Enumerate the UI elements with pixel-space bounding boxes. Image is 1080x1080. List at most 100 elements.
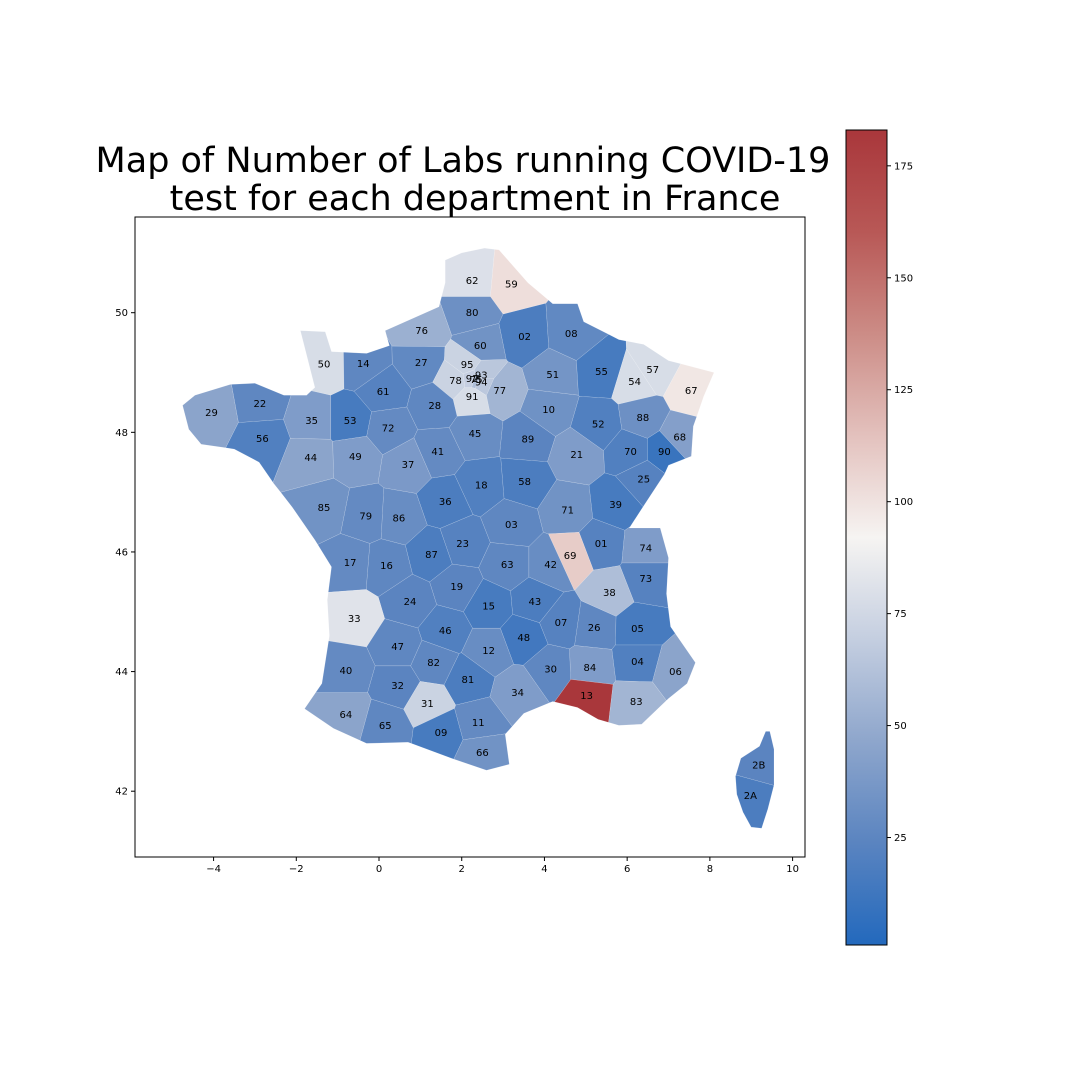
department-53 (330, 388, 372, 442)
department-43 (510, 576, 565, 623)
y-axis-ticks: 42 44 46 48 50 (115, 308, 135, 798)
department-label-83: 83 (630, 697, 643, 708)
department-label-03: 03 (505, 520, 518, 531)
department-label-51: 51 (546, 370, 559, 381)
department-label-61: 61 (377, 387, 390, 398)
y-tick-label: 42 (115, 787, 128, 798)
department-label-30: 30 (544, 665, 557, 676)
colorbar: 25 50 75 100 125 150 175 (845, 129, 913, 946)
department-label-05: 05 (631, 624, 644, 635)
department-65 (359, 698, 414, 744)
department-label-01: 01 (595, 539, 608, 550)
department-46 (417, 604, 473, 654)
department-label-93: 93 (475, 370, 488, 381)
department-label-04: 04 (631, 657, 644, 668)
department-label-91: 91 (466, 392, 479, 403)
department-label-26: 26 (588, 623, 601, 634)
department-label-24: 24 (404, 597, 417, 608)
department-14 (343, 337, 393, 392)
department-35 (283, 390, 331, 440)
department-label-80: 80 (466, 308, 479, 319)
department-label-94: 94 (475, 378, 488, 389)
department-label-90: 90 (658, 447, 671, 458)
department-62 (441, 247, 495, 297)
department-33 (327, 589, 385, 648)
department-label-13: 13 (580, 691, 593, 702)
department-label-42: 42 (544, 560, 557, 571)
x-tick-label: 0 (376, 864, 382, 875)
x-tick-label: −2 (289, 864, 304, 875)
department-label-75: 75 (470, 375, 483, 386)
department-label-40: 40 (340, 666, 353, 677)
department-label-54: 54 (628, 377, 641, 388)
map-title-line-1: Map of Number of Labs running COVID-19 (96, 141, 831, 181)
department-label-62: 62 (466, 276, 479, 287)
y-tick-label: 44 (115, 667, 128, 678)
department-label-49: 49 (349, 452, 362, 463)
department-28 (406, 382, 458, 430)
department-label-67: 67 (685, 386, 698, 397)
department-30 (522, 643, 572, 704)
department-label-82: 82 (427, 658, 440, 669)
department-label-39: 39 (609, 500, 622, 511)
department-label-06: 06 (669, 667, 682, 678)
y-tick-label: 46 (115, 547, 128, 558)
department-label-86: 86 (393, 513, 406, 524)
department-06 (652, 633, 696, 701)
x-tick-label: 6 (624, 864, 630, 875)
department-label-22: 22 (254, 399, 267, 410)
department-label-58: 58 (518, 477, 531, 488)
department-label-37: 37 (402, 460, 415, 471)
department-label-64: 64 (340, 710, 353, 721)
department-label-35: 35 (305, 416, 318, 427)
department-label-78: 78 (449, 376, 462, 387)
department-label-19: 19 (450, 582, 463, 593)
department-label-68: 68 (673, 433, 686, 444)
colorbar-ticks: 25 50 75 100 125 150 175 (887, 161, 913, 844)
department-map (182, 247, 775, 829)
department-label-92: 92 (466, 374, 479, 385)
department-label-46: 46 (439, 626, 452, 637)
x-tick-label: 10 (786, 864, 799, 875)
x-tick-label: −4 (206, 864, 221, 875)
colorbar-tick-label: 25 (894, 833, 907, 844)
department-label-55: 55 (595, 367, 608, 378)
department-label-11: 11 (472, 718, 485, 729)
department-78 (432, 359, 465, 400)
department-69 (548, 532, 594, 591)
department-74 (621, 526, 669, 564)
department-label-34: 34 (511, 688, 524, 699)
department-label-65: 65 (379, 721, 392, 732)
department-66 (453, 733, 510, 771)
department-label-07: 07 (555, 618, 568, 629)
department-label-41: 41 (431, 447, 444, 458)
department-label-29: 29 (205, 408, 218, 419)
department-label-17: 17 (344, 558, 357, 569)
department-label-02: 02 (518, 332, 531, 343)
y-tick-label: 48 (115, 428, 128, 439)
department-label-74: 74 (639, 543, 652, 554)
department-label-71: 71 (561, 506, 574, 517)
colorbar-tick-label: 150 (894, 273, 913, 284)
department-label-57: 57 (646, 365, 659, 376)
department-label-2A: 2A (744, 791, 757, 802)
department-label-60: 60 (474, 341, 487, 352)
colorbar-tick-label: 50 (894, 721, 907, 732)
department-label-59: 59 (505, 280, 518, 291)
department-label-84: 84 (584, 663, 597, 674)
department-label-95: 95 (461, 360, 474, 371)
department-label-48: 48 (517, 633, 530, 644)
department-13 (551, 679, 614, 723)
x-axis-ticks: −4 −2 0 2 4 6 8 10 (206, 857, 799, 875)
department-29 (182, 384, 239, 449)
y-tick-label: 50 (115, 308, 128, 319)
department-label-08: 08 (565, 329, 578, 340)
department-label-88: 88 (637, 413, 650, 424)
department-label-31: 31 (421, 699, 434, 710)
x-tick-label: 8 (707, 864, 713, 875)
department-label-52: 52 (592, 420, 605, 431)
colorbar-tick-label: 100 (894, 497, 913, 508)
department-label-89: 89 (522, 434, 535, 445)
